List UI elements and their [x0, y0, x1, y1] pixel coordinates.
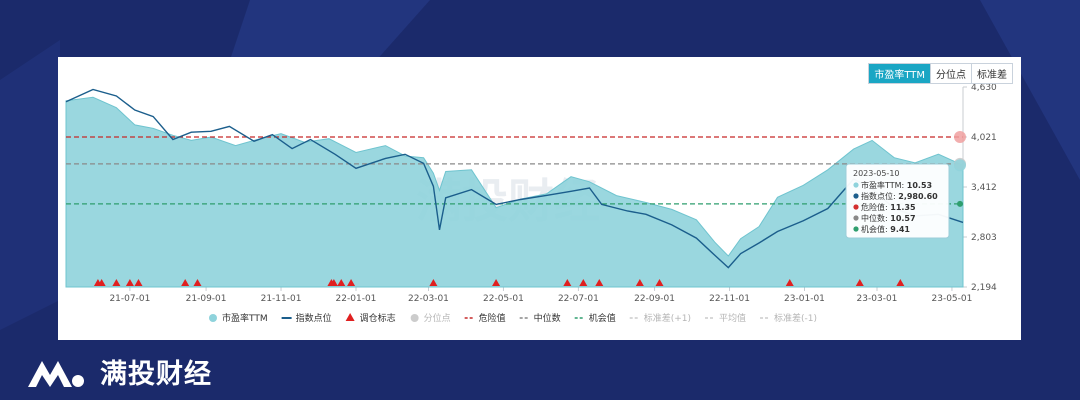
legend-item[interactable]: 分位点: [410, 312, 451, 324]
tab-pe-ttm[interactable]: 市盈率TTM: [869, 64, 930, 83]
x-tick-label: 23-03-01: [857, 294, 898, 304]
rebalance-marker: [112, 279, 121, 286]
tooltip-row-label: 中位数:: [861, 213, 890, 223]
rebalance-marker: [329, 279, 338, 286]
tooltip-row-label: 危险值:: [861, 202, 890, 212]
legend-item[interactable]: 标准差(+1): [629, 312, 691, 324]
legend-triangle-icon: [345, 313, 355, 321]
legend-label: 市盈率TTM: [222, 312, 268, 324]
y-tick-label: 4,021: [971, 133, 997, 143]
tooltip-row-label: 机会值:: [861, 224, 890, 234]
index-line: [65, 88, 964, 269]
tooltip-row-dot: [853, 215, 859, 221]
x-tick-label: 22-07-01: [558, 294, 599, 304]
metric-tabs: 市盈率TTM 分位点 标准差: [868, 63, 1013, 84]
brand: 满投财经: [26, 352, 212, 391]
tooltip-row-dot: [853, 204, 859, 210]
tab-std-dev[interactable]: 标准差: [971, 64, 1012, 83]
legend-item[interactable]: 机会值: [574, 312, 616, 324]
y-tick-label: 4,630: [971, 83, 997, 93]
rebalance-marker: [134, 279, 143, 286]
tooltip-row-dot: [853, 193, 859, 199]
rebalance-marker: [896, 279, 905, 286]
tooltip-row: 危险值: 11.35: [861, 202, 916, 212]
tooltip-row-value: 11.35: [890, 203, 916, 212]
legend-item[interactable]: 指数点位: [281, 312, 332, 324]
legend-label: 危险值: [479, 312, 506, 324]
legend-label: 机会值: [589, 312, 616, 324]
rebalance-marker: [635, 279, 644, 286]
rebalance-marker: [855, 279, 864, 286]
tooltip-row-value: 9.41: [890, 225, 910, 234]
rebalance-marker: [785, 279, 794, 286]
legend-dot-icon: [410, 314, 419, 322]
x-tick-label: 22-05-01: [483, 294, 524, 304]
tooltip-row: 指数点位: 2,980.60: [861, 191, 938, 201]
x-tick-label: 22-11-01: [709, 294, 750, 304]
tooltip-row-label: 市盈率TTM:: [861, 180, 907, 190]
rebalance-marker: [97, 279, 106, 286]
rebalance-marker: [595, 279, 604, 286]
tab-percentile[interactable]: 分位点: [930, 64, 971, 83]
pe-end-marker: [954, 159, 966, 172]
danger-end-marker: [954, 131, 966, 143]
x-tick-label: 23-05-01: [932, 294, 973, 304]
legend-item[interactable]: 标准差(-1): [760, 312, 817, 324]
legend-dot-icon: [209, 314, 217, 322]
legend-item[interactable]: 危险值: [464, 312, 506, 324]
rebalance-marker: [579, 279, 588, 286]
legend-item[interactable]: 调仓标志: [345, 312, 396, 324]
legend: 市盈率TTM 指数点位 调仓标志 分位点 危险值 中位数 机会值 标准差(+1) 平均值 标准差(…: [209, 312, 817, 324]
x-tick-label: 22-01-01: [336, 294, 377, 304]
legend-item[interactable]: 中位数: [519, 312, 561, 324]
legend-label: 中位数: [534, 312, 561, 324]
x-tick-label: 22-03-01: [408, 294, 449, 304]
rebalance-marker: [337, 279, 346, 286]
rebalance-marker: [492, 279, 501, 286]
legend-label: 平均值: [719, 312, 746, 324]
tooltip-row-value: 10.57: [890, 214, 915, 223]
brand-logo-icon: [28, 360, 84, 387]
x-tick-label: 21-11-01: [261, 294, 302, 304]
legend-label: 指数点位: [296, 312, 332, 324]
tooltip-row-value: 10.53: [907, 181, 932, 190]
y-tick-label: 3,412: [971, 183, 997, 193]
brand-name: 满投财经: [100, 359, 212, 390]
rebalance-marker: [125, 279, 134, 286]
tooltip-row-dot: [853, 226, 859, 232]
x-tick-label: 22-09-01: [634, 294, 675, 304]
x-tick-label: 21-07-01: [109, 294, 150, 304]
legend-label: 标准差(-1): [774, 312, 817, 324]
legend-item[interactable]: 市盈率TTM: [209, 312, 268, 324]
tooltip-row: 市盈率TTM: 10.53: [861, 180, 932, 190]
legend-label: 分位点: [424, 312, 451, 324]
tooltip-date: 2023-05-10: [853, 169, 900, 178]
pe-index-chart: 4,630 4,021 3,412 2,803 2,194 21-07-01 21-09-0…: [65, 83, 997, 324]
legend-label: 调仓标志: [360, 312, 396, 324]
rebalance-marker: [429, 279, 438, 286]
rebalance-marker: [181, 279, 190, 286]
x-tick-label: 23-01-01: [784, 294, 825, 304]
tooltip-row: 机会值: 9.41: [861, 224, 910, 234]
tooltip-row-label: 指数点位:: [861, 191, 898, 201]
rebalance-marker: [655, 279, 664, 286]
chart-card: 4,630 4,021 3,412 2,803 2,194 21-07-01 21-09-0…: [58, 57, 1021, 340]
tooltip-row-dot: [853, 182, 859, 188]
opportunity-end-marker: [957, 200, 963, 207]
tooltip-row-value: 2,980.60: [898, 192, 938, 201]
rebalance-marker: [347, 279, 356, 286]
legend-label: 标准差(+1): [644, 312, 691, 324]
tooltip-box: [845, 163, 950, 239]
rebalance-marker: [563, 279, 572, 286]
tooltip-row: 中位数: 10.57: [861, 213, 916, 223]
x-tick-label: 21-09-01: [186, 294, 227, 304]
y-tick-label: 2,194: [971, 283, 997, 293]
rebalance-marker: [193, 279, 202, 286]
legend-item[interactable]: 平均值: [705, 312, 746, 324]
y-tick-label: 2,803: [971, 233, 997, 243]
